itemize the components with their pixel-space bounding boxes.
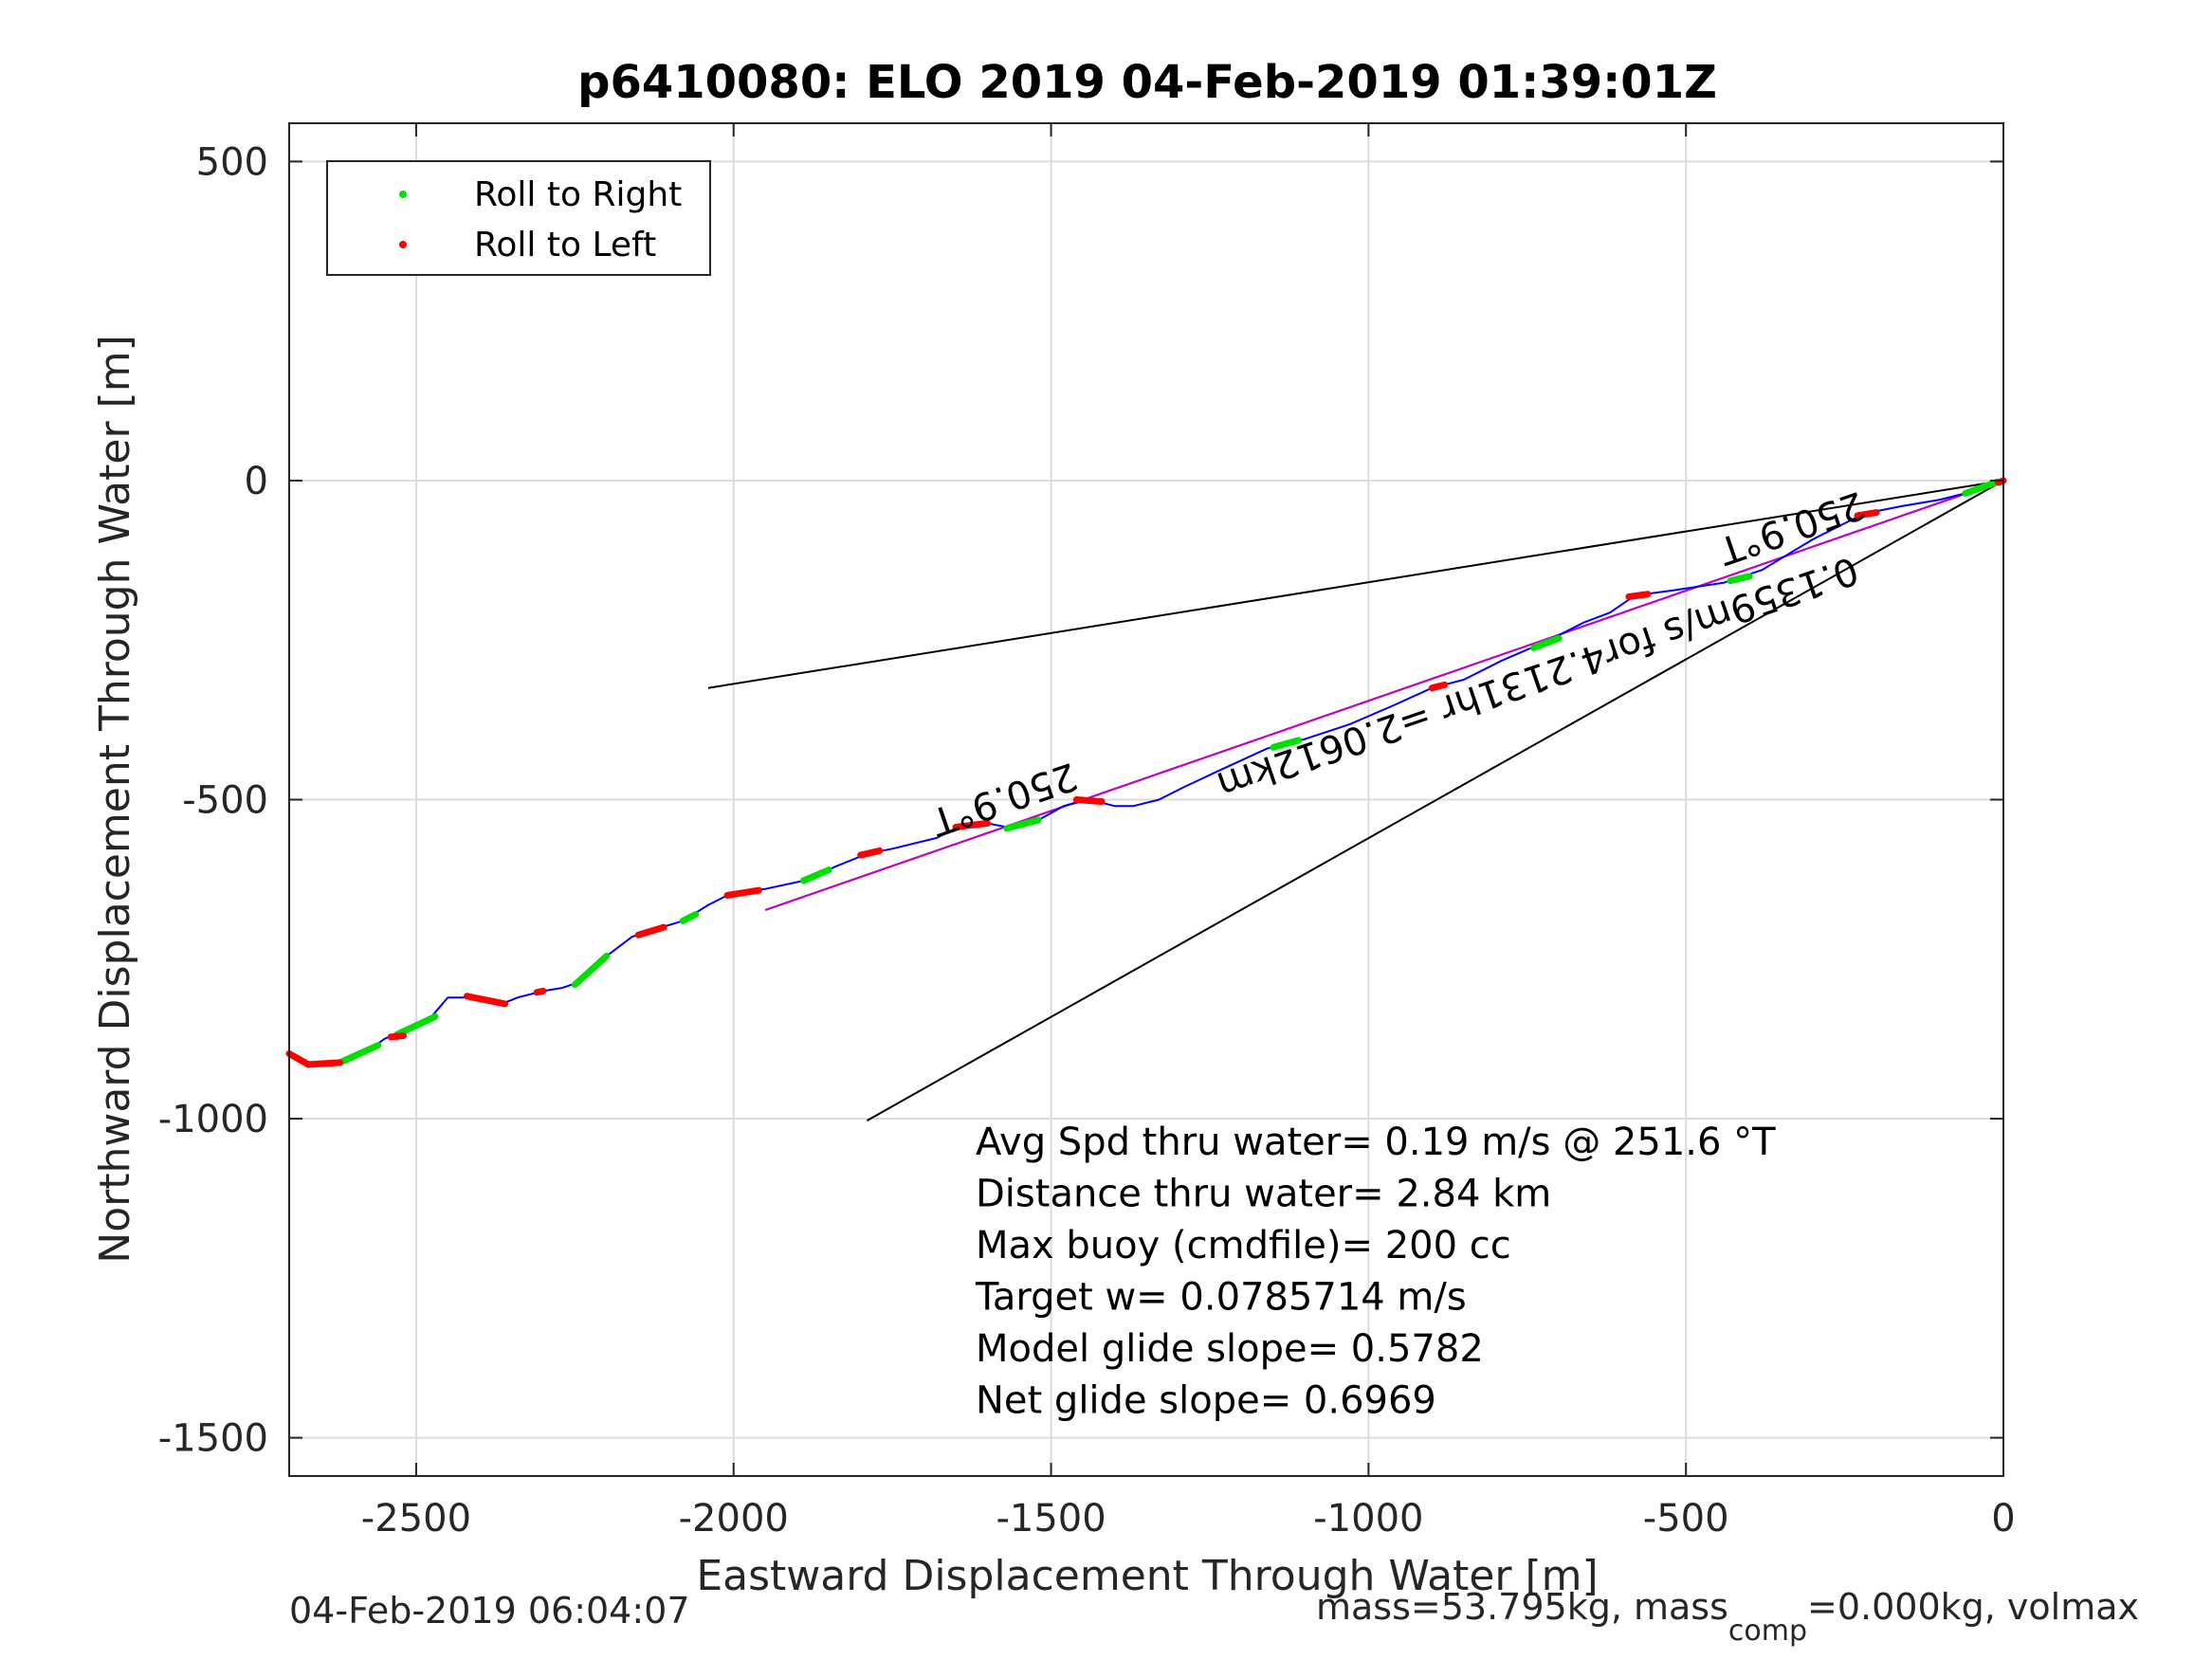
roll-left-marker [533, 987, 547, 996]
stats-line: Max buoy (cmdfile)= 200 cc [976, 1224, 1511, 1267]
y-tick-label: -1500 [158, 1417, 268, 1461]
legend-marker-left [399, 241, 407, 248]
footer-mass: mass=53.795kg, masscomp=0.000kg, volmax [1316, 1586, 2140, 1648]
x-tick-label: -1500 [996, 1497, 1106, 1540]
roll-right-marker [1270, 737, 1303, 751]
roll-left-marker [1072, 796, 1106, 806]
annotation-text: 0.1359m/s for4.2131hr =2.0612km [1212, 547, 1864, 807]
reference-line [866, 480, 2004, 1121]
mass-subscript: comp [1728, 1614, 1808, 1648]
x-tick-label: -2500 [361, 1497, 471, 1540]
stats-line: Distance thru water= 2.84 km [976, 1173, 1551, 1216]
roll-right-marker [1962, 478, 2001, 497]
chart-title: p6410080: ELO 2019 04-Feb-2019 01:39:01Z [577, 56, 1717, 109]
roll-left-marker [1428, 681, 1449, 692]
stats-line: Target w= 0.0785714 m/s [975, 1276, 1467, 1320]
reference-line [764, 479, 2004, 911]
y-tick-label: -500 [182, 779, 268, 823]
legend: Roll to Right Roll to Left [326, 160, 711, 276]
roll-left-marker [1854, 509, 1880, 520]
roll-right-marker [1529, 634, 1563, 651]
grid-lines [289, 123, 2004, 1476]
stats-line: Model glide slope= 0.5782 [976, 1327, 1484, 1371]
roll-left-marker [952, 819, 992, 830]
mass-text: mass=53.795kg, mass [1316, 1586, 1728, 1628]
mass-text-rest: =0.000kg, volmax [1807, 1586, 2140, 1628]
roll-left-marker [304, 1059, 344, 1068]
x-axis-label: Eastward Displacement Through Water [m] [696, 1552, 1598, 1600]
y-tick-label: 0 [245, 460, 268, 503]
legend-marker-right [399, 191, 407, 198]
reference-line [707, 479, 2004, 689]
roll-right-marker [393, 1012, 439, 1038]
x-tick-label: 0 [1991, 1497, 2015, 1540]
footer-timestamp: 04-Feb-2019 06:04:07 [289, 1590, 690, 1632]
roll-left-marker [634, 923, 667, 939]
axis-ticks: -2500 -2000 -1500 -1000 -500 0 500 0 -500 -1000 -1… [158, 123, 2016, 1540]
roll-left-marker [1625, 591, 1652, 600]
y-tick-label: -1000 [158, 1098, 268, 1141]
y-axis-label: Northward Displacement Through Water [m] [91, 335, 139, 1263]
stats-box: Avg Spd thru water= 0.19 m/s @ 251.6 °T D… [975, 1121, 1776, 1423]
roll-left-marker [723, 886, 763, 899]
glider-track [288, 479, 2004, 1067]
roll-right-marker [799, 866, 832, 884]
reference-lines [707, 479, 2004, 1121]
y-tick-label: 500 [196, 140, 268, 184]
roll-right-marker [1727, 573, 1753, 585]
roll-right-marker [1003, 816, 1042, 832]
legend-label-left: Roll to Left [474, 226, 656, 264]
stats-line: Net glide slope= 0.6969 [976, 1379, 1436, 1423]
roll-left-marker [857, 847, 884, 859]
roll-left-marker [285, 1049, 312, 1068]
roll-right-marker [337, 1042, 382, 1066]
roll-left-marker [387, 1032, 408, 1041]
legend-box [326, 160, 711, 276]
stats-line: Avg Spd thru water= 0.19 m/s @ 251.6 °T [976, 1121, 1776, 1164]
x-tick-label: -1000 [1313, 1497, 1423, 1540]
roll-right-marker [571, 952, 611, 989]
legend-label-right: Roll to Right [474, 175, 682, 214]
x-tick-label: -2000 [679, 1497, 789, 1540]
roll-right-marker [679, 911, 700, 924]
annotations: 250.9°T 0.1359m/s for4.2131hr =2.0612km25… [925, 483, 1870, 844]
roll-left-marker [463, 993, 509, 1008]
x-tick-label: -500 [1643, 1497, 1729, 1540]
track-layer [285, 477, 2007, 1068]
